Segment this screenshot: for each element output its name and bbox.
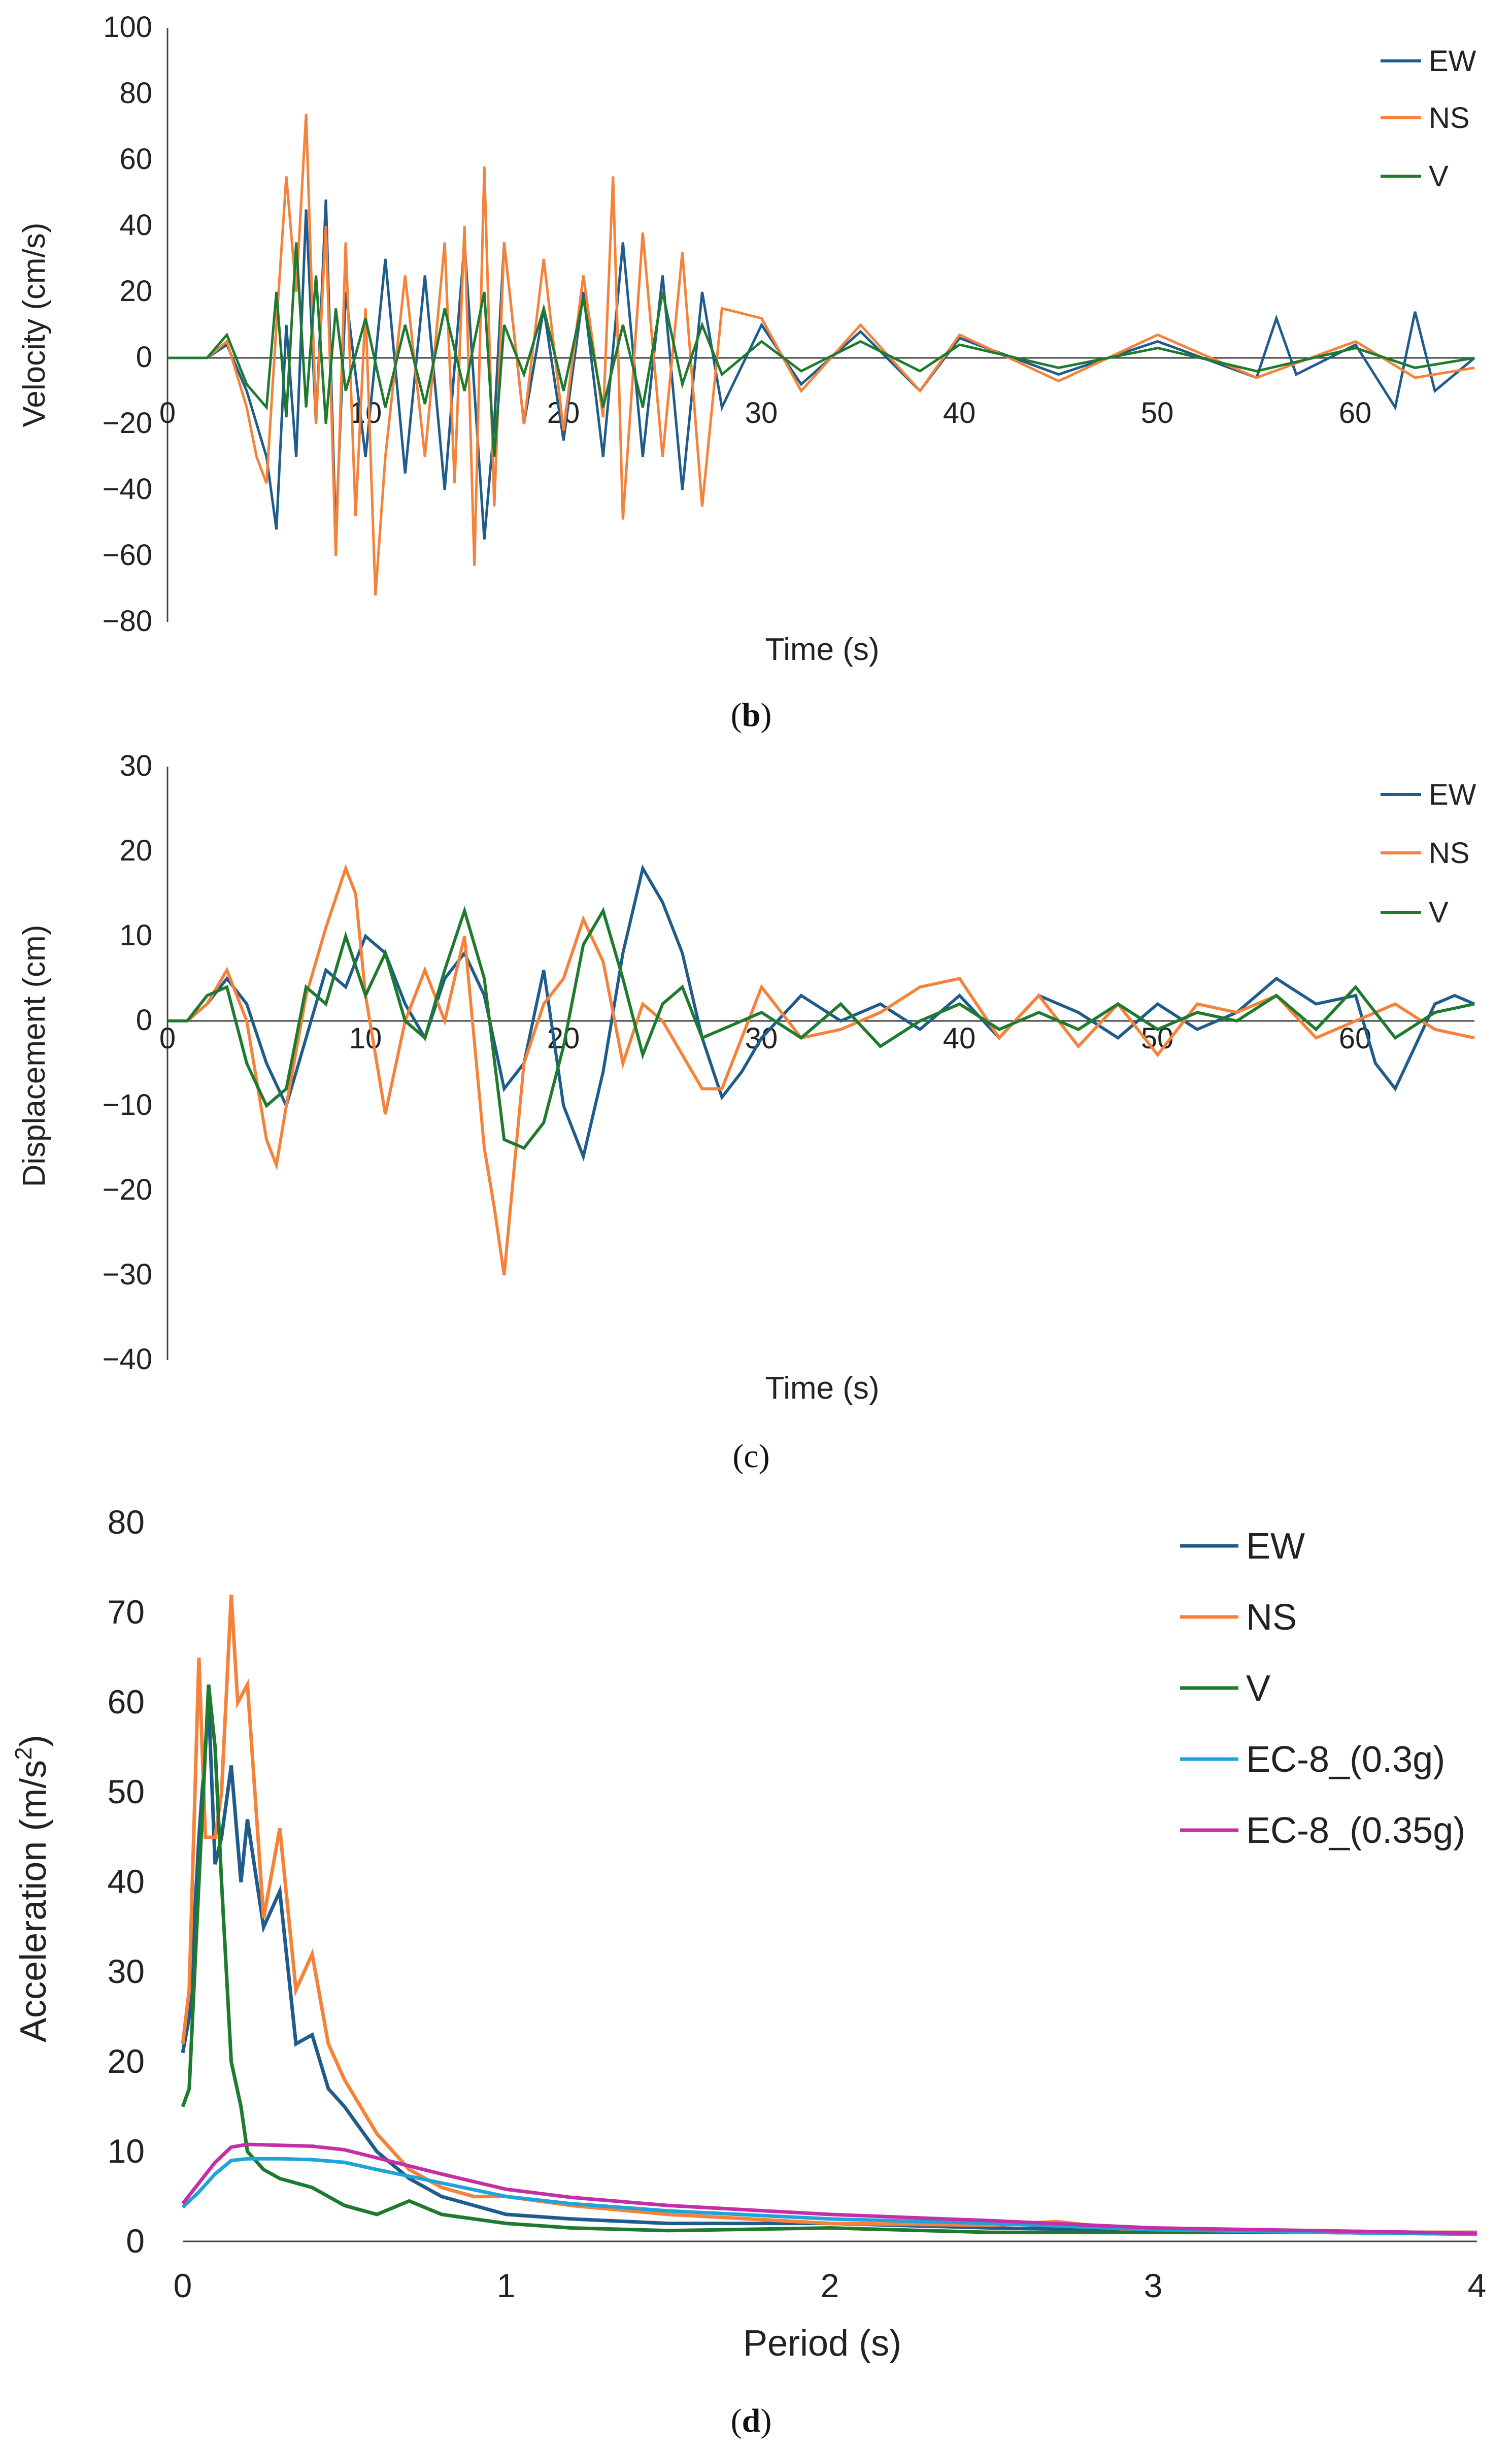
spectrum-series-EC8-0.35g [181,2142,1477,2235]
spectrum-y-tick: 20 [108,2042,145,2080]
displacement-y-tick: 0 [136,1004,152,1037]
spectrum-x-tick: 1 [497,2267,516,2304]
displacement-panel-caption: (c) [732,1438,769,1475]
spectrum-panel-caption-letter: d [742,2402,761,2439]
displacement-series [167,864,1475,1276]
displacement-y-tick: 20 [119,834,152,867]
velocity-y-tick: 60 [119,143,152,176]
spectrum-y-tick: 70 [108,1593,145,1631]
spectrum-y-tick: 50 [108,1773,145,1810]
velocity-panel-caption: (b) [731,697,772,734]
displacement-y-tick: −20 [103,1173,152,1206]
displacement-y-tick: 10 [119,919,152,952]
spectrum-x-ticks: 0 1 2 3 4 [174,2267,1487,2304]
displacement-legend-label-NS: NS [1429,837,1470,870]
spectrum-legend-label-EC8-0.35g: EC-8_(0.35g) [1246,1810,1465,1851]
velocity-y-tick: −60 [103,539,152,572]
spectrum-series-EW [181,1702,1477,2234]
displacement-series-NS [167,864,1475,1276]
spectrum-x-tick: 4 [1468,2267,1487,2304]
velocity-x-tick: 40 [943,396,976,429]
spectrum-y-axis-title-main: Acceleration (m/s [13,1760,54,2042]
spectrum-legend-label-NS: NS [1246,1597,1297,1638]
velocity-legend-label-V: V [1429,160,1449,193]
velocity-x-tick: 0 [159,396,176,429]
spectrum-y-axis-title-sup: 2 [10,1747,37,1760]
displacement-x-tick: 0 [159,1022,176,1055]
velocity-x-tick: 50 [1141,396,1174,429]
velocity-y-tick: 0 [136,341,152,374]
displacement-panel-caption-letter: c [744,1438,758,1475]
spectrum-x-tick: 0 [174,2267,192,2304]
velocity-panel-caption-letter: b [742,697,761,734]
displacement-series-V [167,905,1475,1150]
velocity-series [167,113,1475,596]
displacement-series-EW [167,864,1475,1162]
displacement-y-tick: −40 [103,1343,152,1376]
velocity-y-axis-title: Velocity (cm/s) [17,222,52,427]
displacement-legend-label-EW: EW [1429,778,1476,811]
velocity-y-ticks: 100 80 60 40 20 0 −20 −40 −60 −80 [103,11,152,638]
velocity-x-axis-title: Time (s) [765,632,880,667]
displacement-legend: EW NS V [1381,778,1476,929]
spectrum-series-EC8-0.3g [181,2157,1477,2236]
velocity-y-tick: 40 [119,209,152,242]
spectrum-legend-label-V: V [1246,1668,1270,1709]
velocity-chart: 100 80 60 40 20 0 −20 −40 −60 −80 0 10 2… [17,11,1476,734]
spectrum-y-tick: 0 [126,2222,145,2260]
displacement-legend-label-V: V [1429,896,1449,929]
velocity-x-ticks: 0 10 20 30 40 50 60 [159,396,1371,429]
velocity-x-tick: 10 [349,396,382,429]
spectrum-y-axis-title-end: ) [13,1735,54,1747]
velocity-y-tick: −40 [103,473,152,506]
spectrum-y-axis-title: Acceleration (m/s2) [10,1735,54,2042]
spectrum-chart: 80 70 60 50 40 30 20 10 0 0 1 2 3 4 Acce… [10,1503,1486,2439]
displacement-x-tick: 40 [943,1022,976,1055]
spectrum-legend-label-EW: EW [1246,1526,1305,1567]
spectrum-series-V [181,1684,1477,2236]
spectrum-x-axis-title: Period (s) [743,2323,901,2364]
displacement-y-ticks: 30 20 10 0 −10 −20 −30 −40 [103,749,152,1376]
displacement-x-axis-title: Time (s) [765,1371,880,1406]
spectrum-x-tick: 2 [821,2267,839,2304]
displacement-x-ticks: 0 10 20 30 40 50 60 [159,1022,1371,1055]
spectrum-legend: EW NS V EC-8_(0.3g) EC-8_(0.35g) [1180,1526,1465,1851]
velocity-legend-label-EW: EW [1429,45,1476,78]
velocity-series-NS [167,113,1475,596]
displacement-y-tick: 30 [119,749,152,782]
velocity-series-EW [167,199,1475,540]
velocity-legend-label-NS: NS [1429,102,1470,135]
spectrum-legend-label-EC8-0.3g: EC-8_(0.3g) [1246,1739,1445,1780]
velocity-series-V [167,242,1475,457]
velocity-y-tick: 80 [119,77,152,110]
displacement-y-tick: −30 [103,1258,152,1291]
spectrum-x-tick: 3 [1144,2267,1163,2304]
spectrum-y-ticks: 80 70 60 50 40 30 20 10 0 [108,1503,145,2260]
displacement-x-tick: 10 [349,1022,382,1055]
velocity-y-tick: 100 [103,11,152,44]
velocity-y-tick: −20 [103,407,152,440]
displacement-y-axis-title: Displacement (cm) [17,925,52,1187]
spectrum-y-tick: 80 [108,1503,145,1541]
velocity-x-tick: 30 [745,396,778,429]
velocity-legend: EW NS V [1381,45,1476,193]
spectrum-y-tick: 60 [108,1683,145,1721]
displacement-chart: 30 20 10 0 −10 −20 −30 −40 0 10 20 30 40… [17,749,1476,1475]
spectrum-y-tick: 10 [108,2132,145,2170]
spectrum-y-tick: 30 [108,1953,145,1990]
velocity-y-tick: 20 [119,275,152,308]
spectrum-series-NS [181,1595,1477,2234]
displacement-y-tick: −10 [103,1088,152,1121]
spectrum-y-tick: 40 [108,1863,145,1900]
spectrum-series [181,1595,1477,2236]
velocity-x-tick: 60 [1339,396,1372,429]
velocity-y-tick: −80 [103,605,152,638]
spectrum-panel-caption: (d) [731,2402,772,2439]
